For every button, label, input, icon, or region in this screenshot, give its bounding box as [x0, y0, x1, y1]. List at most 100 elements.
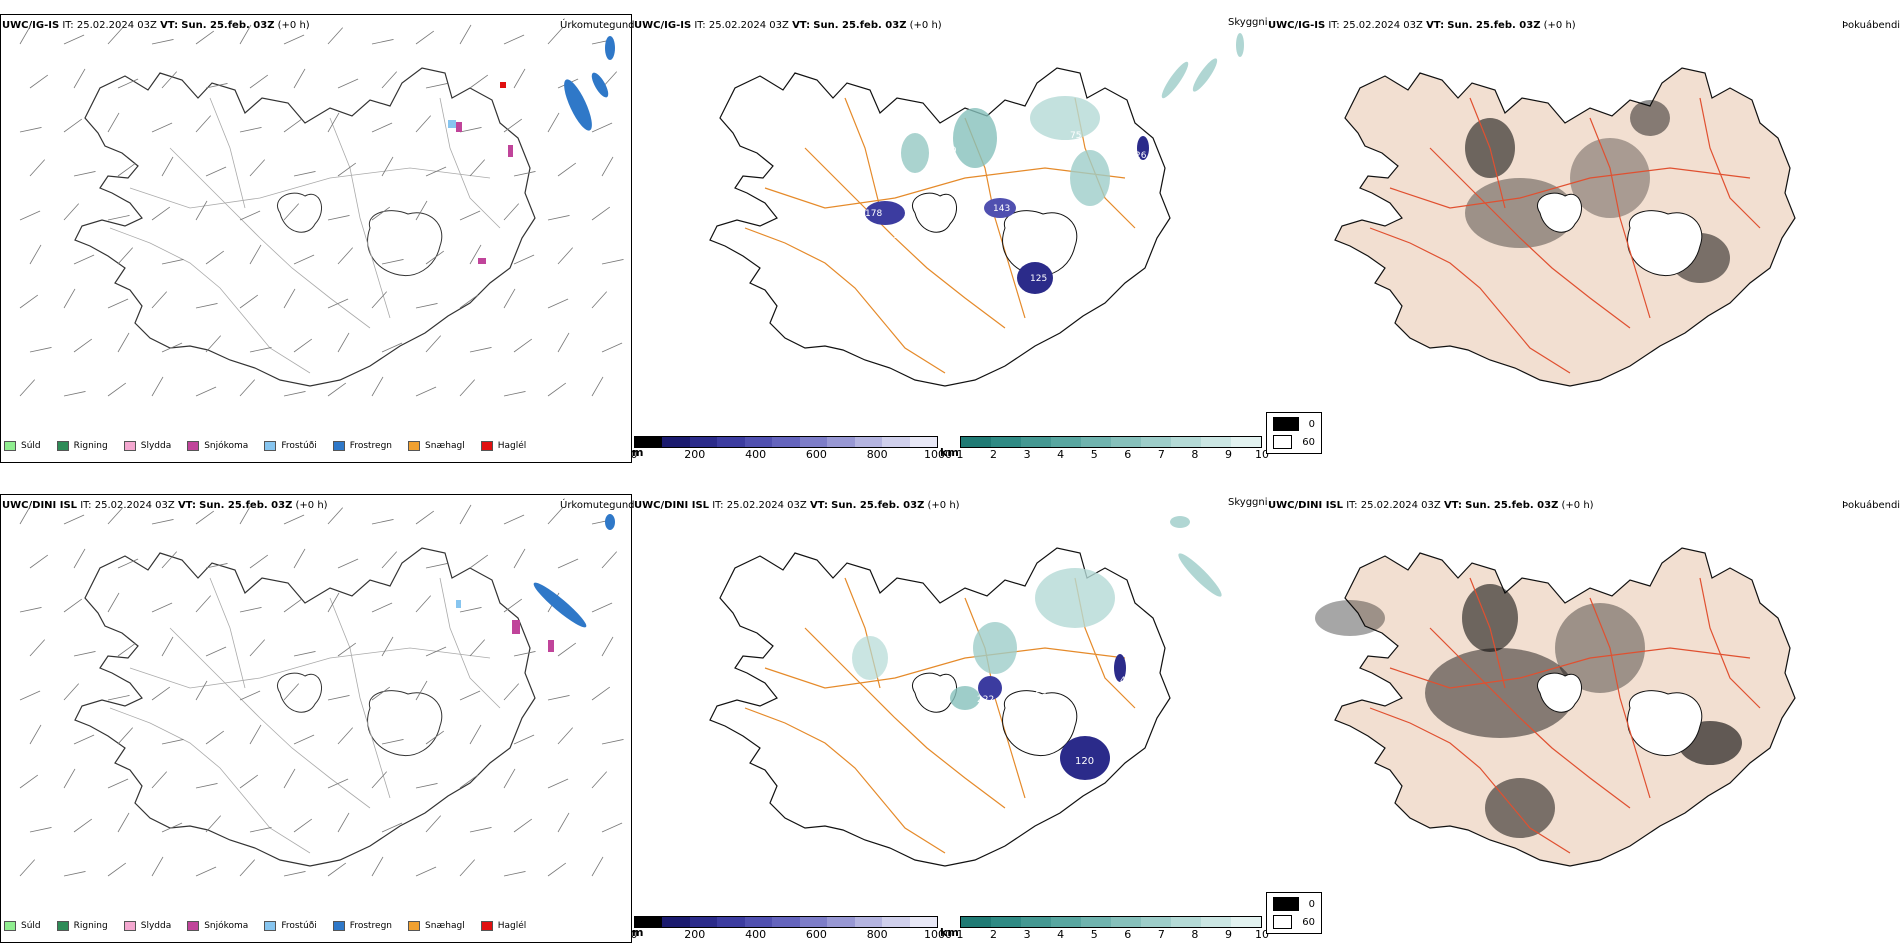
colorbar-segment: [1081, 917, 1111, 927]
wind-barb: [195, 595, 212, 613]
wind-barb: [557, 727, 574, 745]
wind-barb: [557, 162, 577, 177]
height-colorbar-ticks: 0 200 400 600 800 1000: [630, 448, 953, 461]
wind-barb: [205, 250, 225, 265]
wind-barb: [151, 39, 174, 45]
wind-barb: [19, 24, 32, 45]
colorbar-segment: [1141, 917, 1171, 927]
wind-barb: [205, 335, 222, 353]
wind-barb: [107, 862, 127, 877]
cloud-label: 125: [1030, 274, 1047, 284]
wind-barb: [601, 156, 614, 177]
wind-barb: [327, 382, 347, 397]
wind-barb: [591, 206, 611, 221]
precip-cells-row1: [448, 36, 615, 264]
colorbar-tick-label: 0: [630, 928, 638, 941]
legend-swatch: [4, 921, 16, 931]
wind-barb: [425, 250, 445, 265]
cloud-label: 222: [977, 695, 994, 705]
colorbar-segment: [1021, 917, 1051, 927]
wind-barb: [19, 379, 36, 397]
wind-barb: [63, 768, 76, 789]
wind-barb: [337, 558, 359, 569]
wind-barb: [117, 812, 130, 833]
cloud-label: 113: [1113, 749, 1130, 759]
wind-barb: [425, 563, 448, 569]
wind-barb: [425, 83, 448, 89]
colorbar-tick-label: 0: [630, 448, 638, 461]
wind-barb: [283, 34, 305, 45]
wind-barb: [107, 27, 124, 45]
legend-swatch: [123, 921, 136, 931]
legend-swatch: [56, 441, 69, 451]
wind-barb: [503, 203, 520, 221]
wind-barb: [161, 342, 183, 353]
wind-barb: [469, 724, 482, 745]
wind-barb: [513, 548, 526, 569]
colorbar-tick-label: 1000: [924, 448, 952, 461]
colorbar-segment: [1051, 917, 1081, 927]
cloud-label: 18: [893, 231, 905, 241]
height-colorbar-row2: 0 200 400 600 800 1000: [630, 916, 952, 941]
wind-barb: [425, 815, 442, 833]
wind-barb: [19, 607, 42, 613]
wind-barb: [73, 254, 95, 265]
colorbar-segment: [717, 917, 745, 927]
wind-barb: [161, 551, 178, 569]
wind-barb: [591, 122, 613, 133]
wind-barb: [337, 332, 350, 353]
wind-barb: [547, 862, 567, 877]
wind-barb: [195, 200, 208, 221]
wind-barb: [249, 347, 272, 353]
wind-barb: [293, 548, 306, 569]
legend-item: Snjókoma: [187, 441, 248, 451]
wind-barb: [337, 812, 350, 833]
wind-barb: [327, 215, 350, 221]
colorbar-tick-label: 7: [1157, 928, 1165, 941]
wind-barb: [381, 636, 394, 657]
legend-item: Súld: [4, 921, 41, 931]
wind-barb: [557, 332, 570, 353]
fog-title-row2: Þokuábendi: [1842, 500, 1900, 511]
precip-type-legend-row1: Súld Rigning Slydda Snjókoma Frostúði Fr…: [4, 441, 526, 451]
wind-barb: [205, 815, 222, 833]
wind-barb: [161, 71, 178, 89]
wind-barb: [591, 856, 604, 877]
colorbar-segment: [991, 437, 1021, 447]
colorbar-segment: [799, 917, 828, 927]
height-colorbar-row1: 0 200 400 600 800 1000: [630, 436, 953, 461]
cloud-label: 20: [930, 636, 942, 646]
wind-barb: [73, 338, 93, 353]
wind-barb: [283, 391, 306, 397]
height-colorbar-boxes: [634, 436, 938, 448]
colorbar-segment: [827, 917, 855, 927]
wind-barb: [249, 724, 262, 745]
wind-barb: [425, 335, 442, 353]
wind-barb: [459, 379, 476, 397]
wind-barb: [601, 822, 623, 833]
cloud-label: 53: [1035, 691, 1046, 701]
wind-barb: [415, 595, 432, 613]
wind-barb: [459, 690, 481, 701]
wind-barb: [151, 206, 171, 221]
colorbar-tick-label: 400: [745, 928, 767, 941]
colorbar-tick-label: 800: [866, 928, 888, 941]
legend-item: Snæhagl: [408, 921, 465, 931]
wind-barb: [239, 690, 261, 701]
wind-barb: [249, 159, 266, 177]
wind-barb: [415, 510, 435, 525]
wind-barb: [293, 651, 316, 657]
colorbar-segment: [662, 917, 690, 927]
wind-barb: [371, 602, 393, 613]
iceland-map-precip-row1: [74, 67, 536, 387]
colorbar-tick-label: 600: [805, 448, 827, 461]
wind-barb: [117, 247, 134, 265]
wind-barb: [371, 376, 384, 397]
wind-barb: [63, 391, 86, 397]
wind-barb: [591, 602, 613, 613]
wind-barb: [117, 558, 139, 569]
wind-barb: [503, 871, 526, 877]
height-unit-label: m: [632, 926, 644, 939]
legend-swatch: [56, 921, 69, 931]
wind-barb: [73, 818, 93, 833]
